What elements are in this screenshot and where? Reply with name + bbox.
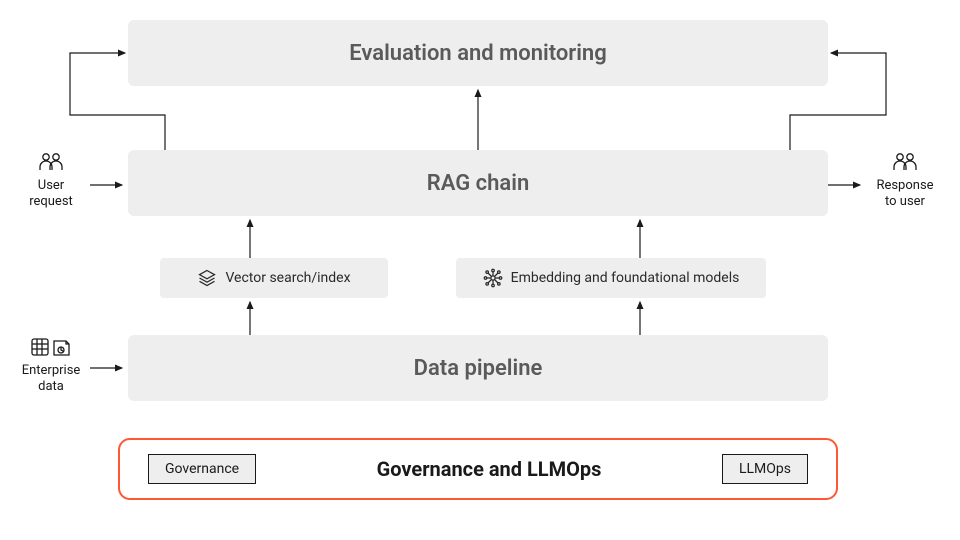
eval-monitoring-block: Evaluation and monitoring [128, 20, 828, 86]
layers-icon [197, 268, 217, 288]
embed-label: Embedding and foundational models [511, 270, 740, 286]
enterprise-line2: data [38, 379, 64, 394]
rag-chain-block: RAG chain [128, 150, 828, 216]
gov-left-label: Governance [165, 461, 239, 477]
user-request-line2: request [29, 194, 73, 209]
embedding-block: Embedding and foundational models [456, 258, 766, 298]
network-icon [483, 268, 503, 288]
enterprise-data-label: Enterprise data [10, 335, 92, 396]
gov-right-label: LLMOps [739, 461, 791, 477]
data-icon [30, 335, 72, 359]
governance-small-left: Governance [148, 454, 256, 484]
user-request-line1: User [38, 178, 64, 193]
governance-box: Governance Governance and LLMOps LLMOps [118, 438, 838, 500]
rag-label: RAG chain [427, 171, 530, 196]
users-icon [890, 150, 920, 174]
user-request-label: User request [18, 150, 84, 211]
pipeline-label: Data pipeline [414, 356, 543, 381]
governance-title: Governance and LLMOps [377, 457, 602, 481]
vector-search-block: Vector search/index [160, 258, 388, 298]
response-label: Response to user [862, 150, 948, 211]
eval-label: Evaluation and monitoring [349, 41, 606, 66]
response-line2: to user [885, 194, 925, 209]
governance-small-right: LLMOps [722, 454, 808, 484]
enterprise-line1: Enterprise [22, 363, 81, 378]
response-line1: Response [876, 178, 933, 193]
data-pipeline-block: Data pipeline [128, 335, 828, 401]
vector-label: Vector search/index [225, 270, 350, 286]
users-icon [36, 150, 66, 174]
